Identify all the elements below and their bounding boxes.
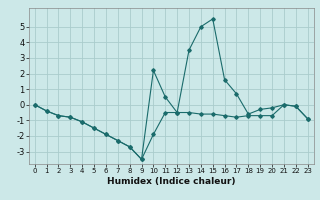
- X-axis label: Humidex (Indice chaleur): Humidex (Indice chaleur): [107, 177, 236, 186]
